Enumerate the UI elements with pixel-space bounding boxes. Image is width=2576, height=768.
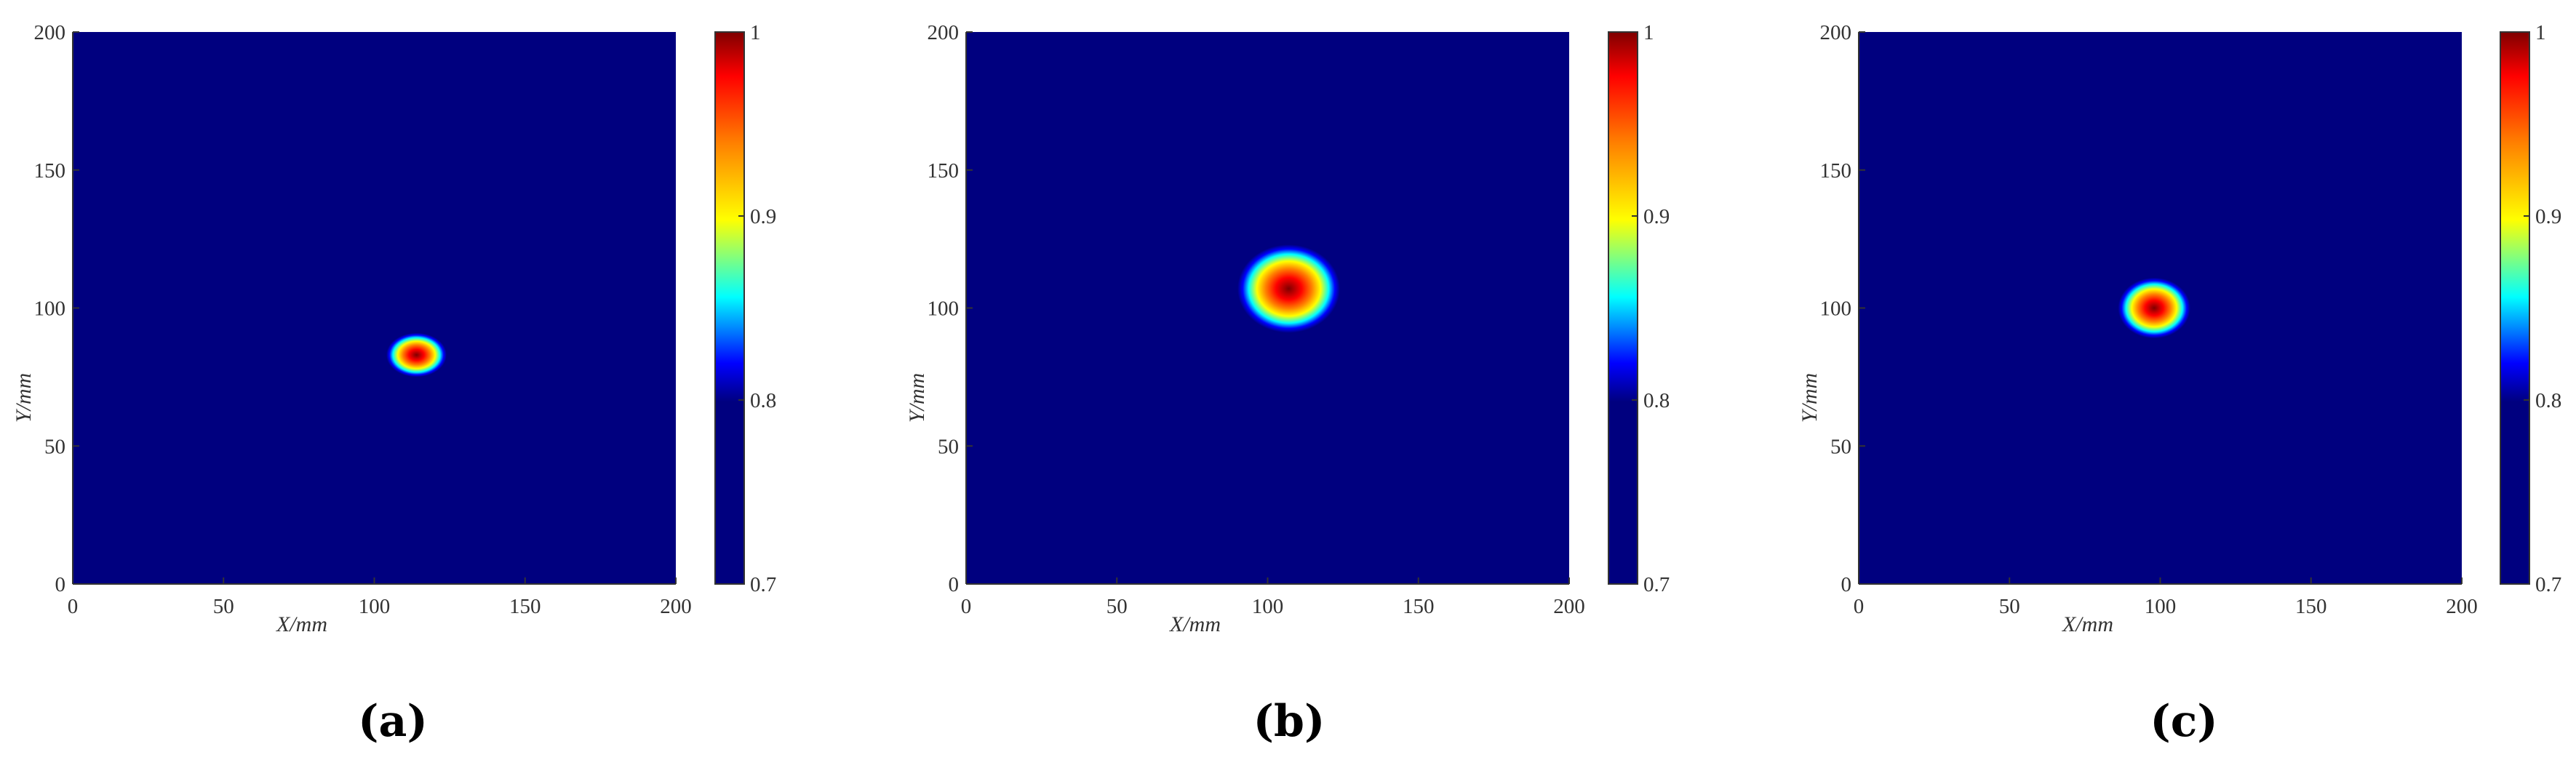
- panel-a-y-tick-label: 0: [55, 573, 66, 596]
- panel-c-colorbar: [2500, 31, 2530, 585]
- panel-c-x-tick-label: 50: [1999, 595, 2020, 618]
- panel-a-x-tick-label: 150: [509, 595, 541, 618]
- panel-b-x-tick-label: 150: [1403, 595, 1435, 618]
- panel-b-y-tick-label: 200: [928, 21, 960, 44]
- panel-b-x-tick-label: 200: [1553, 595, 1585, 618]
- panel-b-y-tick-label: 100: [928, 297, 960, 321]
- panel-a: 0 50 100 150 200 0 50 100 150 200 0.7 0.8 0.9 1 Y/mm X/…: [12, 21, 776, 747]
- panel-b-caption: (b): [1253, 696, 1325, 747]
- panel-c-y-tick-label: 200: [1820, 21, 1852, 44]
- panel-c-x-tick-label: 150: [2295, 595, 2327, 618]
- panel-b-y-tick-label: 50: [938, 435, 959, 458]
- panel-b-x-tick-label: 0: [961, 595, 972, 618]
- panel-b-colorbar-tick-label: 0.9: [1643, 205, 1670, 228]
- panel-b-x-tick-label: 50: [1106, 595, 1128, 618]
- panel-c-y-tick-label: 0: [1841, 573, 1852, 596]
- panel-c-y-tick-label: 100: [1820, 297, 1852, 321]
- panel-c-x-axis-label: X/mm: [2062, 612, 2113, 636]
- panel-c-y-tick-label: 150: [1820, 159, 1852, 183]
- panel-c: 0 50 100 150 200 0 50 100 150 200 0.7 0.8 0.9 1 Y/mm X/…: [1798, 21, 2561, 747]
- panel-a-y-tick-label: 50: [44, 435, 65, 458]
- panel-c-hotspot: [2118, 277, 2190, 339]
- panel-c-colorbar-tick-label: 0.7: [2535, 573, 2561, 596]
- panel-c-x-tick-label: 100: [2145, 595, 2177, 618]
- panel-a-y-axis-label: Y/mm: [12, 373, 36, 423]
- panel-b-colorbar-tick-label: 0.7: [1643, 573, 1670, 596]
- panel-a-x-axis-label: X/mm: [276, 612, 327, 636]
- panel-a-hotspot: [386, 332, 447, 377]
- panel-b-y-tick-label: 150: [928, 159, 960, 183]
- panel-b-colorbar-tick-label: 1: [1643, 21, 1654, 44]
- panel-c-colorbar-tick-label: 1: [2535, 21, 2546, 44]
- panel-c-caption: (c): [2150, 696, 2217, 747]
- panel-a-x-tick-label: 100: [359, 595, 391, 618]
- panel-c-x-tick-label: 0: [1854, 595, 1865, 618]
- panel-c-x-tick-label: 200: [2446, 595, 2478, 618]
- panel-a-colorbar-tick-label: 0.8: [750, 389, 776, 412]
- panel-b-y-tick-label: 0: [949, 573, 960, 596]
- panel-c-y-tick-label: 50: [1830, 435, 1851, 458]
- panel-a-colorbar: [714, 31, 745, 585]
- panel-a-colorbar-tick-label: 1: [750, 21, 761, 44]
- panel-b-y-axis-label: Y/mm: [905, 373, 929, 423]
- panel-a-x-tick-label: 50: [213, 595, 234, 618]
- panel-a-caption: (a): [358, 696, 428, 747]
- panel-b-x-axis-label: X/mm: [1169, 612, 1221, 636]
- panel-c-colorbar-tick-label: 0.9: [2535, 205, 2561, 228]
- panel-a-plot-area: [73, 32, 676, 584]
- panel-b-colorbar: [1608, 31, 1638, 585]
- panel-a-x-tick-label: 200: [660, 595, 692, 618]
- panel-b: 0 50 100 150 200 0 50 100 150 200 0.7 0.8 0.9 1 Y/mm X/…: [905, 21, 1670, 747]
- panel-b-colorbar-tick-label: 0.8: [1643, 389, 1670, 412]
- panel-a-y-tick-label: 100: [34, 297, 66, 321]
- panel-a-x-tick-label: 0: [68, 595, 79, 618]
- panel-c-y-axis-label: Y/mm: [1798, 373, 1822, 423]
- panel-b-hotspot: [1237, 244, 1340, 333]
- panel-a-colorbar-tick-label: 0.7: [750, 573, 776, 596]
- panel-a-colorbar-tick-label: 0.9: [750, 205, 776, 228]
- panel-a-y-tick-label: 200: [34, 21, 66, 44]
- panel-c-colorbar-tick-label: 0.8: [2535, 389, 2561, 412]
- panel-a-y-tick-label: 150: [34, 159, 66, 183]
- panel-b-x-tick-label: 100: [1252, 595, 1284, 618]
